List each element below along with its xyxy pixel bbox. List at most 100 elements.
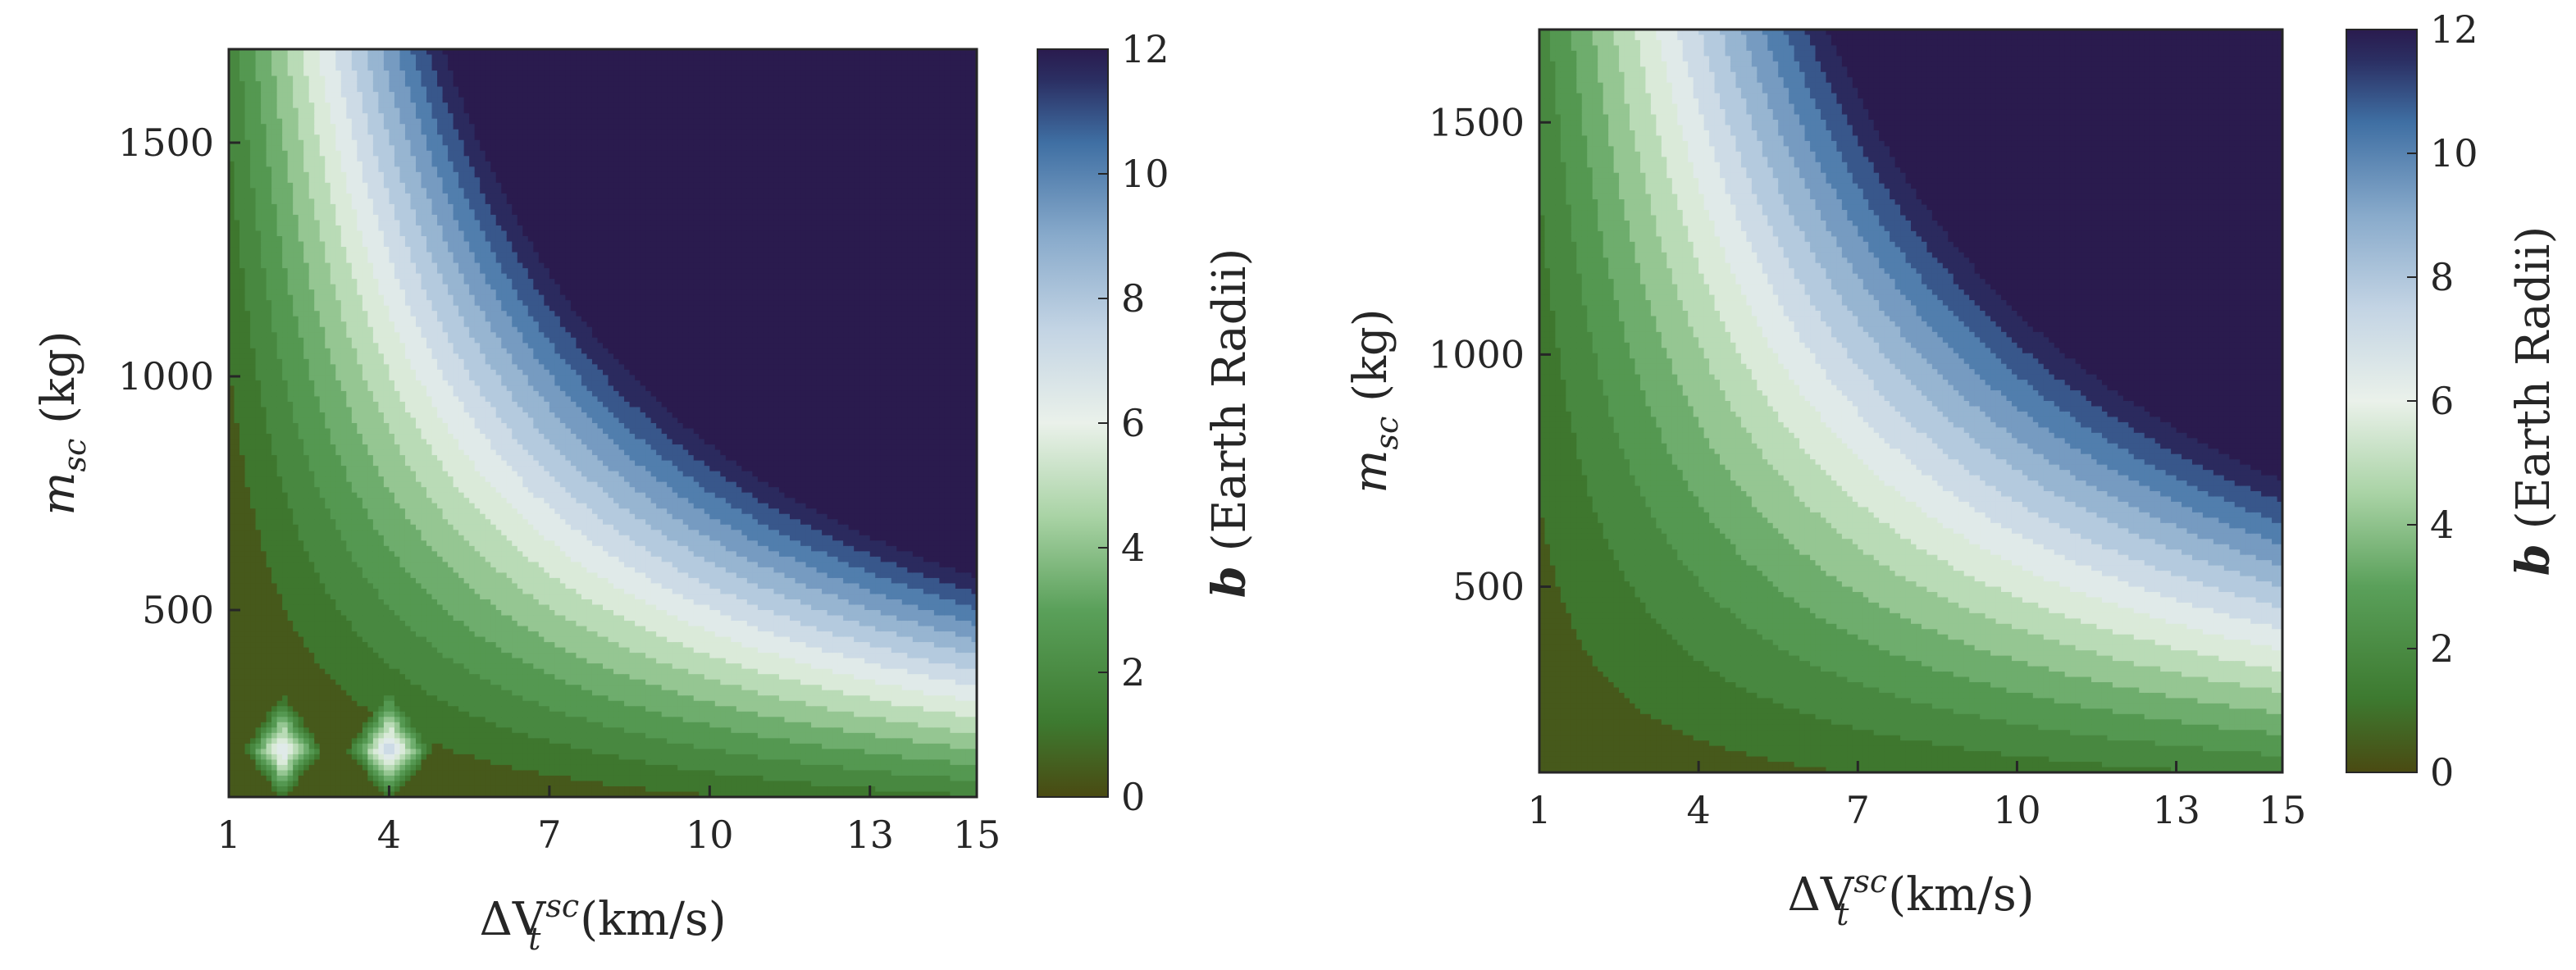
contour-cell bbox=[340, 198, 347, 205]
contour-cell bbox=[266, 417, 272, 424]
contour-cell bbox=[234, 129, 240, 135]
contour-cell bbox=[351, 236, 358, 243]
contour-cell bbox=[266, 118, 272, 125]
contour-cell bbox=[282, 481, 289, 488]
contour-cell bbox=[229, 577, 235, 585]
contour-cell bbox=[394, 220, 401, 226]
contour-cell bbox=[319, 348, 326, 354]
contour-cell bbox=[239, 562, 246, 568]
contour-cell bbox=[416, 412, 422, 419]
contour-cell bbox=[372, 626, 379, 632]
contour-cell bbox=[229, 781, 235, 787]
contour-cell bbox=[394, 113, 401, 120]
contour-cell bbox=[266, 732, 272, 739]
contour-cell bbox=[239, 577, 246, 585]
contour-cell bbox=[255, 444, 262, 451]
contour-cell bbox=[330, 690, 336, 696]
contour-cell bbox=[357, 577, 363, 585]
contour-cell bbox=[394, 86, 401, 93]
contour-cell bbox=[394, 262, 401, 269]
contour-cell bbox=[389, 71, 395, 77]
contour-cell bbox=[250, 653, 257, 659]
contour-cell bbox=[378, 519, 385, 526]
contour-cell bbox=[351, 583, 358, 590]
contour-cell bbox=[282, 102, 289, 109]
contour-cell bbox=[255, 241, 262, 248]
contour-cell bbox=[276, 54, 283, 61]
contour-cell bbox=[357, 337, 363, 344]
contour-cell bbox=[234, 316, 240, 322]
contour-cell bbox=[287, 294, 294, 301]
contour-cell bbox=[319, 284, 326, 290]
contour-cell bbox=[346, 749, 353, 755]
contour-cell bbox=[261, 738, 267, 745]
contour-cell bbox=[282, 417, 289, 424]
contour-cell bbox=[244, 284, 251, 290]
contour-cell bbox=[367, 487, 374, 494]
contour-cell bbox=[261, 695, 267, 702]
contour-cell bbox=[389, 193, 395, 199]
contour-cell bbox=[287, 743, 294, 749]
contour-cell bbox=[399, 139, 406, 146]
contour-cell bbox=[325, 562, 331, 568]
contour-cell bbox=[362, 203, 368, 211]
contour-cell bbox=[266, 124, 272, 130]
contour-cell bbox=[261, 722, 267, 728]
contour-cell bbox=[234, 513, 240, 520]
contour-cell bbox=[335, 690, 342, 696]
contour-cell bbox=[234, 102, 240, 109]
contour-cell bbox=[362, 343, 368, 349]
contour-cell bbox=[378, 423, 385, 430]
contour-cell bbox=[234, 326, 240, 333]
contour-cell bbox=[399, 262, 406, 269]
contour-cell bbox=[367, 503, 374, 509]
contour-cell bbox=[389, 209, 395, 216]
contour-cell bbox=[282, 343, 289, 349]
contour-cell bbox=[367, 375, 374, 381]
contour-cell bbox=[362, 294, 368, 301]
contour-cell bbox=[244, 727, 251, 734]
contour-cell bbox=[319, 439, 326, 445]
contour-cell bbox=[255, 166, 262, 173]
contour-cell bbox=[394, 401, 401, 408]
contour-cell bbox=[372, 722, 379, 728]
contour-cell bbox=[404, 150, 412, 157]
contour-cell bbox=[293, 81, 299, 88]
contour-cell bbox=[282, 685, 289, 691]
contour-cell bbox=[399, 674, 406, 681]
contour-cell bbox=[229, 273, 235, 280]
contour-cell bbox=[271, 658, 278, 664]
contour-cell bbox=[244, 759, 251, 766]
contour-cell bbox=[340, 594, 347, 600]
contour-cell bbox=[293, 348, 299, 354]
contour-cell bbox=[372, 700, 379, 707]
contour-cell bbox=[229, 316, 235, 322]
contour-cell bbox=[282, 471, 289, 477]
contour-cell bbox=[271, 396, 278, 403]
contour-cell bbox=[244, 364, 251, 371]
contour-cell bbox=[362, 428, 368, 435]
contour-cell bbox=[383, 476, 390, 483]
contour-cell bbox=[276, 102, 283, 109]
contour-cell bbox=[357, 171, 363, 178]
contour-cell bbox=[372, 439, 379, 445]
contour-cell bbox=[293, 711, 299, 717]
contour-cell bbox=[276, 791, 283, 797]
contour-cell bbox=[346, 423, 353, 430]
contour-cell bbox=[325, 471, 331, 477]
contour-cell bbox=[325, 124, 331, 130]
contour-cell bbox=[346, 407, 353, 413]
contour-cell bbox=[308, 695, 315, 702]
contour-cell bbox=[340, 781, 347, 787]
contour-cell bbox=[340, 487, 347, 494]
contour-cell bbox=[351, 209, 358, 216]
contour-cell bbox=[314, 134, 321, 141]
contour-cell bbox=[314, 247, 321, 253]
contour-cell bbox=[372, 487, 379, 494]
contour-cell bbox=[367, 337, 374, 344]
contour-cell bbox=[389, 759, 395, 766]
contour-cell bbox=[410, 364, 417, 371]
contour-cell bbox=[293, 321, 299, 328]
contour-cell bbox=[255, 770, 262, 776]
contour-cell bbox=[276, 326, 283, 333]
